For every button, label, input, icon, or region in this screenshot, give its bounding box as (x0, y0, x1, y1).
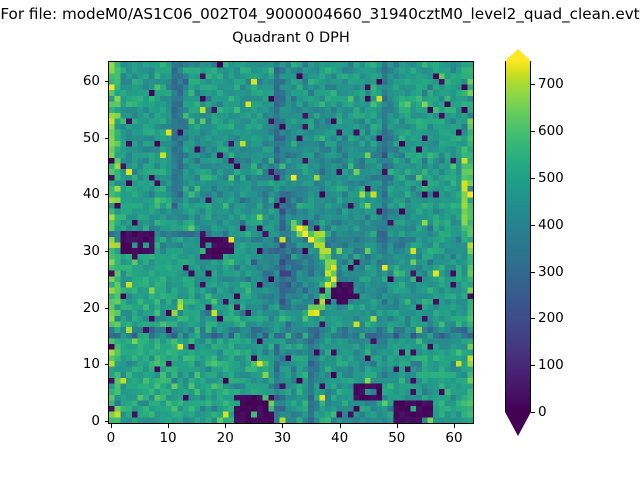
colorbar-tick-mark (531, 84, 535, 86)
x-tick-label: 0 (106, 430, 116, 446)
y-tick-label: 50 (82, 129, 100, 146)
x-tick-mark (225, 424, 227, 428)
y-tick-label: 30 (82, 243, 100, 259)
colorbar-tick-label: 100 (538, 357, 564, 374)
y-tick-label: 40 (82, 186, 100, 203)
colorbar-tick-mark (531, 412, 535, 413)
x-tick-mark (396, 424, 398, 428)
colorbar-under-arrow-icon (505, 412, 531, 436)
y-tick-label: 0 (91, 413, 100, 430)
colorbar-tick-mark (531, 131, 535, 133)
y-tick-mark (104, 251, 108, 252)
colorbar-tick-label: 700 (538, 76, 564, 93)
x-tick-mark (110, 424, 112, 428)
x-tick-label: 20 (216, 430, 234, 446)
y-tick-label: 60 (82, 72, 100, 89)
colorbar-tick-mark (531, 271, 535, 273)
x-tick-label: 60 (445, 430, 463, 446)
x-tick-mark (282, 424, 284, 428)
colorbar-tick-label: 500 (538, 170, 564, 186)
y-tick-mark (104, 80, 108, 82)
x-tick-mark (339, 424, 341, 428)
colorbar-tick-label: 200 (538, 310, 564, 327)
y-tick-mark (104, 137, 108, 139)
figure-suptitle-text: For file: modeM0/AS1C06_002T04_900000466… (0, 5, 640, 23)
colorbar-tick-label: 0 (538, 404, 547, 420)
heatmap-axes[interactable] (108, 61, 474, 424)
colorbar-tick-label: 300 (538, 263, 564, 280)
colorbar-tick-mark (531, 318, 535, 320)
axes-title: Quadrant 0 DPH (232, 30, 350, 46)
colorbar-tick-label: 400 (538, 216, 564, 233)
heatmap-image (109, 62, 473, 423)
x-tick-label: 40 (331, 430, 349, 446)
colorbar-tick-label: 600 (538, 123, 564, 140)
colorbar-tick-mark (531, 224, 535, 226)
y-tick-label: 10 (82, 356, 100, 373)
y-tick-label: 20 (82, 299, 100, 316)
colorbar-over-arrow-icon (505, 49, 531, 61)
colorbar-tick-mark (531, 178, 535, 179)
figure-suptitle: For file: modeM0/AS1C06_002T04_900000466… (0, 2, 640, 26)
x-tick-mark (168, 424, 170, 428)
colorbar[interactable]: 0 100 200 300 400 500 600 700 (505, 49, 564, 436)
x-tick-label: 10 (159, 430, 177, 446)
y-tick-mark (104, 307, 108, 309)
y-tick-mark (104, 364, 108, 366)
x-tick-label: 30 (273, 430, 292, 446)
y-tick-mark (104, 421, 108, 423)
x-tick-mark (453, 424, 455, 428)
colorbar-tick-mark (531, 365, 535, 367)
x-tick-label: 50 (388, 430, 406, 446)
y-tick-mark (104, 194, 108, 196)
colorbar-gradient (505, 61, 531, 412)
